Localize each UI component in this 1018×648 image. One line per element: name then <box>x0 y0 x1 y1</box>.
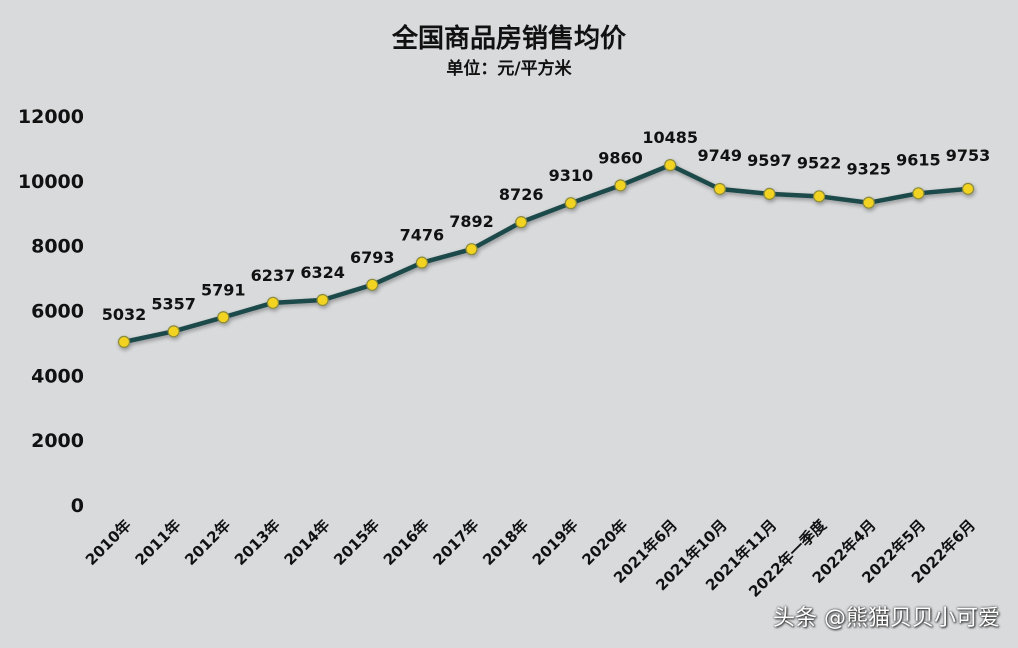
y-tick-label: 12000 <box>18 106 84 128</box>
data-point-marker <box>415 256 428 269</box>
data-label: 6324 <box>300 263 345 282</box>
data-point-marker <box>812 190 826 203</box>
y-tick-label: 0 <box>71 495 84 517</box>
data-series <box>117 159 975 348</box>
x-axis: 2010年2011年2012年2013年2014年2015年2016年2017年… <box>82 515 979 600</box>
x-tick-label: 2012年 <box>181 516 234 569</box>
data-point-marker <box>614 179 627 192</box>
data-label: 5032 <box>102 305 147 324</box>
data-label: 9325 <box>846 160 891 179</box>
data-point-marker <box>167 325 180 338</box>
x-tick-label: 2011年 <box>132 516 185 569</box>
y-tick-label: 8000 <box>31 236 84 258</box>
x-tick-label: 2018年 <box>479 516 532 569</box>
data-point-marker <box>763 187 776 200</box>
data-label: 6793 <box>350 248 395 267</box>
y-tick-label: 10000 <box>18 171 84 193</box>
data-point-marker <box>713 182 726 196</box>
data-label: 9522 <box>797 153 842 172</box>
data-label: 9597 <box>747 151 792 170</box>
data-point-marker <box>465 243 478 256</box>
data-label: 9753 <box>946 146 991 165</box>
y-axis: 0 2000 4000 6000 8000 10000 12000 <box>18 106 84 517</box>
data-label: 9860 <box>598 148 643 167</box>
data-point-marker <box>266 296 280 309</box>
data-point-marker <box>515 216 528 229</box>
y-tick-label: 6000 <box>31 301 84 323</box>
data-label: 7892 <box>449 212 494 231</box>
chart-title: 全国商品房销售均价 <box>391 24 626 54</box>
data-label: 8726 <box>499 185 544 204</box>
data-point-marker <box>117 335 131 348</box>
series-line <box>123 162 969 345</box>
data-label: 5357 <box>151 294 196 313</box>
x-tick-label: 2015年 <box>330 516 383 569</box>
y-tick-label: 4000 <box>31 365 84 387</box>
data-point-marker <box>217 311 230 324</box>
data-point-marker <box>366 278 379 291</box>
data-label: 7476 <box>400 226 445 245</box>
watermark: 头条 @熊猫贝贝小可爱 <box>773 606 1000 631</box>
chart-subtitle: 单位：元/平方米 <box>446 59 572 79</box>
x-tick-label: 2010年 <box>82 516 135 569</box>
x-tick-label: 2017年 <box>430 516 483 569</box>
data-point-marker <box>961 182 975 195</box>
data-label: 9615 <box>896 150 941 169</box>
x-tick-label: 2014年 <box>281 516 334 569</box>
x-tick-label: 2013年 <box>231 516 284 569</box>
data-point-marker <box>664 159 677 172</box>
data-label: 6237 <box>251 266 296 285</box>
x-tick-label: 2019年 <box>529 516 582 569</box>
data-point-marker <box>316 293 329 307</box>
data-label: 10485 <box>642 128 698 147</box>
data-label: 9310 <box>549 166 594 185</box>
y-tick-label: 2000 <box>31 430 84 452</box>
data-point-marker <box>862 196 875 209</box>
data-label: 9749 <box>698 146 743 165</box>
x-tick-label: 2016年 <box>380 516 433 569</box>
data-label: 5791 <box>201 280 246 299</box>
data-point-marker <box>912 187 925 200</box>
data-point-marker <box>564 197 577 210</box>
